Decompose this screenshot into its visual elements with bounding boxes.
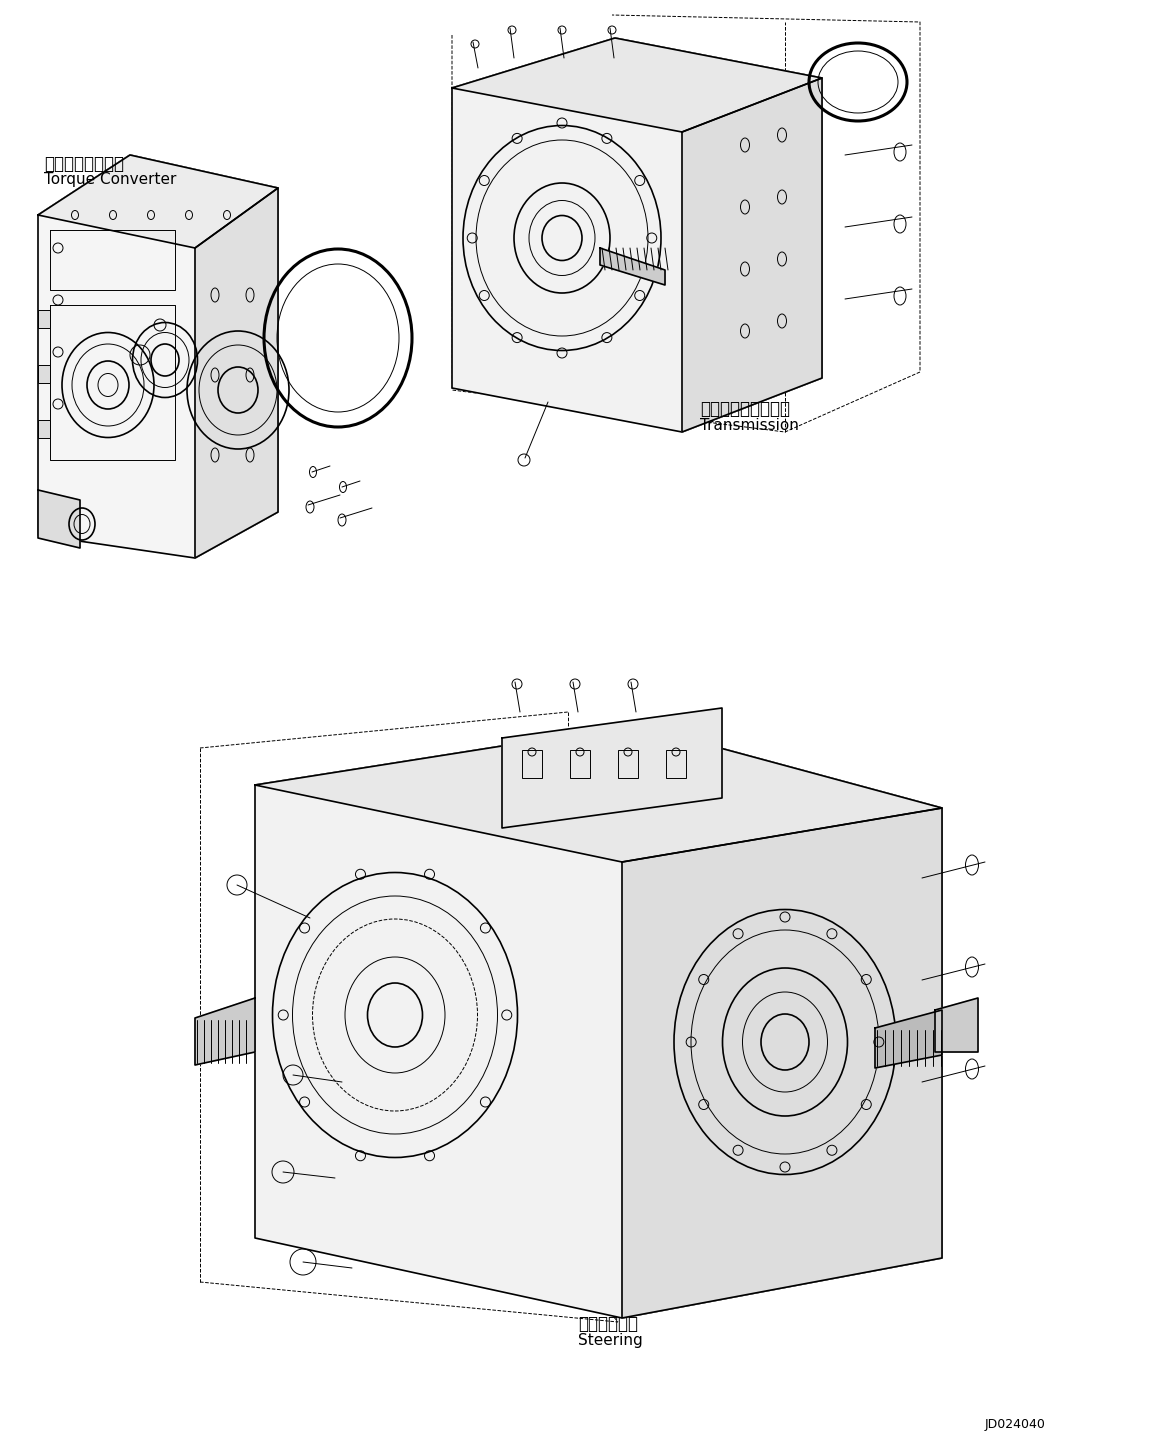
Polygon shape bbox=[935, 999, 978, 1052]
Polygon shape bbox=[682, 78, 822, 433]
Bar bbox=[570, 750, 590, 777]
Polygon shape bbox=[622, 808, 942, 1318]
Polygon shape bbox=[38, 155, 278, 249]
Polygon shape bbox=[195, 188, 278, 558]
Text: Transmission: Transmission bbox=[700, 418, 799, 433]
Polygon shape bbox=[502, 708, 722, 828]
Text: トランスミッション: トランスミッション bbox=[700, 399, 790, 418]
Text: JD024040: JD024040 bbox=[985, 1418, 1046, 1431]
Polygon shape bbox=[38, 155, 278, 558]
Polygon shape bbox=[452, 37, 822, 132]
Polygon shape bbox=[255, 726, 942, 862]
Polygon shape bbox=[195, 999, 255, 1065]
Text: トルクコンバータ: トルクコンバータ bbox=[44, 155, 124, 172]
Text: ステアリング: ステアリング bbox=[578, 1315, 638, 1334]
Bar bbox=[618, 750, 638, 777]
Bar bbox=[38, 310, 50, 328]
Polygon shape bbox=[452, 37, 822, 433]
Polygon shape bbox=[600, 249, 665, 285]
Bar bbox=[38, 420, 50, 438]
Polygon shape bbox=[38, 490, 80, 547]
Bar bbox=[522, 750, 542, 777]
Bar bbox=[666, 750, 686, 777]
Polygon shape bbox=[255, 726, 942, 1318]
Bar bbox=[38, 365, 50, 384]
Text: Steering: Steering bbox=[578, 1334, 643, 1348]
Text: Torque Converter: Torque Converter bbox=[44, 172, 177, 187]
Polygon shape bbox=[875, 1010, 942, 1068]
